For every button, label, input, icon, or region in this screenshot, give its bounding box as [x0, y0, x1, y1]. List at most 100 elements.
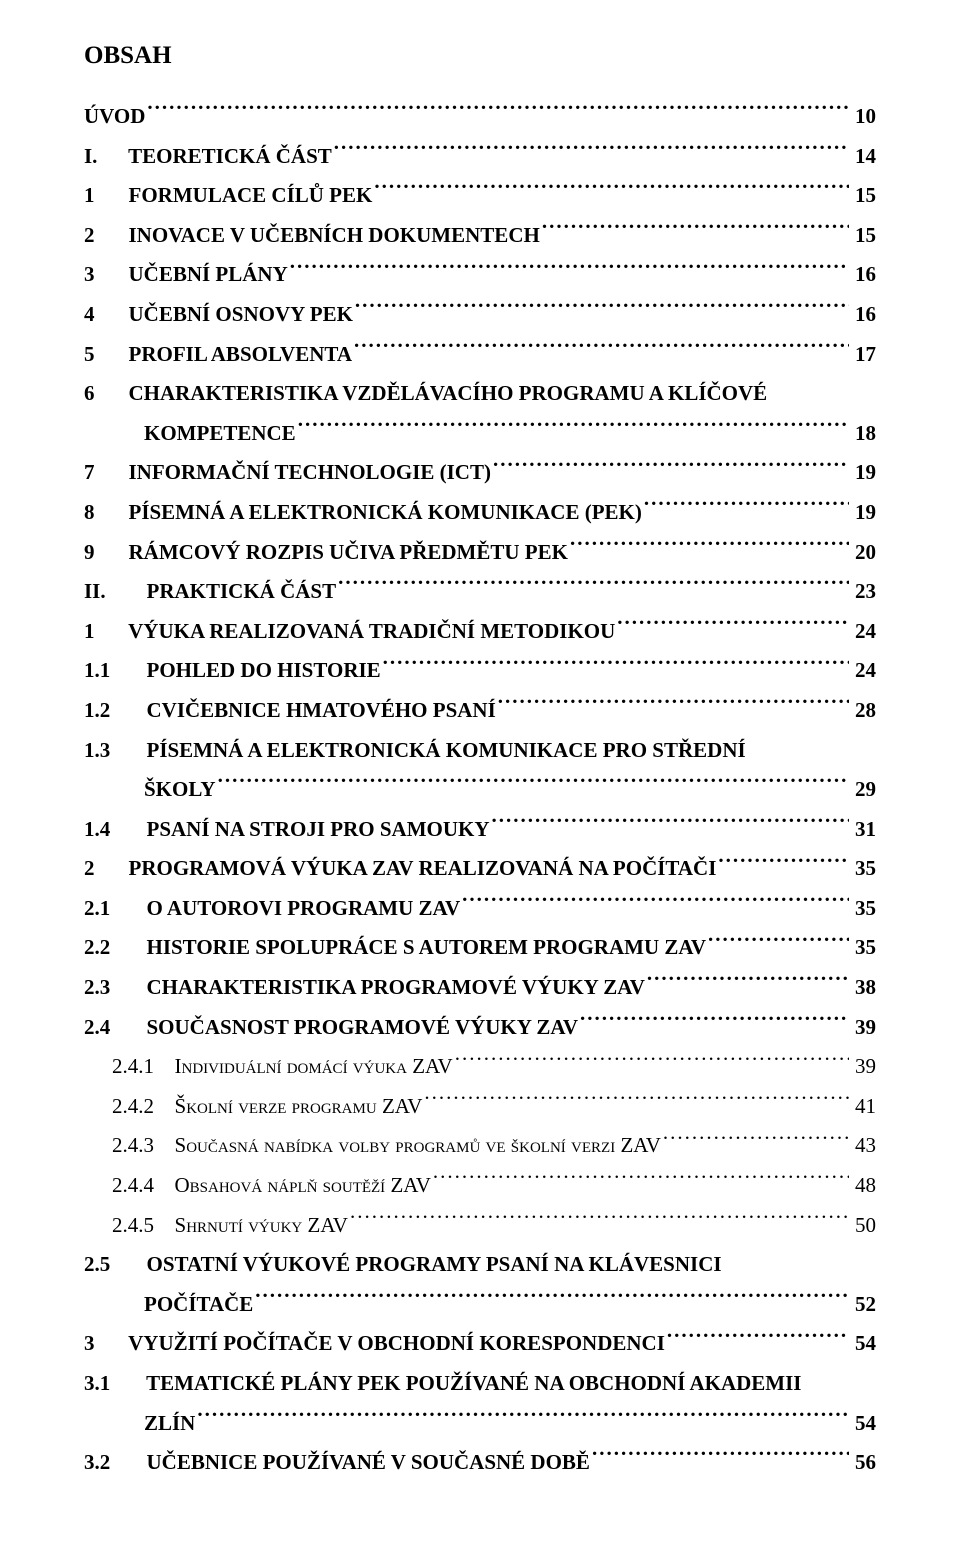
toc-page-number: 19 [851, 496, 876, 530]
toc-entry: ÚVOD10 [84, 100, 876, 134]
toc-entry: 2.4.5 SHRNUTÍ VÝUKY ZAV 50 [84, 1209, 876, 1243]
toc-entry-label: 2 PROGRAMOVÁ VÝUKA ZAV REALIZOVANÁ NA PO… [84, 852, 716, 886]
toc-leader [354, 340, 849, 361]
toc-leader [492, 815, 849, 836]
toc-entry: 1 VÝUKA REALIZOVANÁ TRADIČNÍ METODIKOU24 [84, 615, 876, 649]
toc-leader [290, 260, 849, 281]
toc-leader [350, 1211, 849, 1232]
toc-leader [708, 933, 849, 954]
toc-entry-cont-label: POČÍTAČE [84, 1288, 253, 1322]
toc-page-number: 35 [851, 892, 876, 926]
toc-page-number: 28 [851, 694, 876, 728]
toc-entry: 8 PÍSEMNÁ A ELEKTRONICKÁ KOMUNIKACE (PEK… [84, 496, 876, 530]
toc-heading: OBSAH [84, 36, 876, 76]
toc-entry-label: 2 INOVACE V UČEBNÍCH DOKUMENTECH [84, 219, 540, 253]
toc-page-number: 54 [851, 1327, 876, 1361]
toc-entry: 7 INFORMAČNÍ TECHNOLOGIE (ICT)19 [84, 456, 876, 490]
toc-leader [493, 458, 849, 479]
toc-entry-label: 1.4 PSANÍ NA STROJI PRO SAMOUKY [84, 813, 490, 847]
toc-entry-label: 3.2 UČEBNICE POUŽÍVANÉ V SOUČASNÉ DOBĚ [84, 1446, 590, 1480]
toc-leader [617, 617, 849, 638]
toc-leader [663, 1131, 849, 1152]
toc-entry: 3.1 TEMATICKÉ PLÁNY PEK POUŽÍVANÉ NA OBC… [84, 1367, 876, 1401]
toc-entry-label: 3 UČEBNÍ PLÁNY [84, 258, 288, 292]
toc-page-number: 54 [851, 1407, 876, 1441]
toc-entry-cont-label: KOMPETENCE [84, 417, 296, 451]
toc-page-number: 15 [851, 219, 876, 253]
toc-leader [462, 894, 849, 915]
toc-entry-label: 2.5 OSTATNÍ VÝUKOVÉ PROGRAMY PSANÍ NA KL… [84, 1248, 722, 1282]
toc-entry: 1.2 CVIČEBNICE HMATOVÉHO PSANÍ 28 [84, 694, 876, 728]
toc-leader [644, 498, 849, 519]
toc-entry-label: 2.3 CHARAKTERISTIKA PROGRAMOVÉ VÝUKY ZAV [84, 971, 645, 1005]
toc-entry-label: 1 VÝUKA REALIZOVANÁ TRADIČNÍ METODIKOU [84, 615, 615, 649]
toc-page-number: 20 [851, 536, 876, 570]
toc-leader [498, 696, 849, 717]
toc-entry-label: I. TEORETICKÁ ČÁST [84, 140, 332, 174]
toc-entry: 1 FORMULACE CÍLŮ PEK15 [84, 179, 876, 213]
toc-leader [374, 181, 849, 202]
toc-page-number: 39 [851, 1011, 876, 1045]
toc-entry-continuation: POČÍTAČE 52 [84, 1288, 876, 1322]
toc-page-number: 52 [851, 1288, 876, 1322]
toc-entry-label: 8 PÍSEMNÁ A ELEKTRONICKÁ KOMUNIKACE (PEK… [84, 496, 642, 530]
toc-entry: 2.4.2 ŠKOLNÍ VERZE PROGRAMU ZAV 41 [84, 1090, 876, 1124]
toc-leader [647, 973, 849, 994]
toc-leader [718, 854, 849, 875]
toc-page-number: 10 [851, 100, 876, 134]
toc-entry-label: II. PRAKTICKÁ ČÁST [84, 575, 336, 609]
toc-entry: 6 CHARAKTERISTIKA VZDĚLÁVACÍHO PROGRAMU … [84, 377, 876, 411]
toc-entry-label: 2.4 SOUČASNOST PROGRAMOVÉ VÝUKY ZAV [84, 1011, 578, 1045]
toc-entry-label: 2.1 O AUTOROVI PROGRAMU ZAV [84, 892, 460, 926]
toc-entry: 1.3 PÍSEMNÁ A ELEKTRONICKÁ KOMUNIKACE PR… [84, 734, 876, 768]
toc-list: ÚVOD10 I. TEORETICKÁ ČÁST 14 1 FORMULACE CÍ… [84, 100, 876, 1480]
toc-page-number: 48 [851, 1169, 876, 1203]
toc-entry-label: 6 CHARAKTERISTIKA VZDĚLÁVACÍHO PROGRAMU … [84, 377, 767, 411]
toc-entry: 3 UČEBNÍ PLÁNY 16 [84, 258, 876, 292]
toc-entry: 2 INOVACE V UČEBNÍCH DOKUMENTECH 15 [84, 219, 876, 253]
toc-entry-label: 9 RÁMCOVÝ ROZPIS UČIVA PŘEDMĚTU PEK [84, 536, 568, 570]
toc-entry: 1.4 PSANÍ NA STROJI PRO SAMOUKY 31 [84, 813, 876, 847]
toc-entry-label: 2.4.4 OBSAHOVÁ NÁPLŇ SOUTĚŽÍ ZAV [112, 1169, 431, 1203]
toc-entry-label: 2.2 HISTORIE SPOLUPRÁCE S AUTOREM PROGRA… [84, 931, 706, 965]
toc-entry-label: 2.4.2 ŠKOLNÍ VERZE PROGRAMU ZAV [112, 1090, 422, 1124]
toc-entry-continuation: ŠKOLY29 [84, 773, 876, 807]
toc-leader [355, 300, 849, 321]
toc-entry: 2.4.3 SOUČASNÁ NABÍDKA VOLBY PROGRAMŮ VE… [84, 1129, 876, 1163]
toc-entry: II. PRAKTICKÁ ČÁST 23 [84, 575, 876, 609]
toc-page-number: 29 [851, 773, 876, 807]
toc-leader [455, 1052, 849, 1073]
toc-entry: I. TEORETICKÁ ČÁST 14 [84, 140, 876, 174]
toc-entry: 2.4.1 INDIVIDUÁLNÍ DOMÁCÍ VÝUKA ZAV 39 [84, 1050, 876, 1084]
toc-entry-label: 1 FORMULACE CÍLŮ PEK [84, 179, 372, 213]
toc-page-number: 17 [851, 338, 876, 372]
toc-page-number: 31 [851, 813, 876, 847]
toc-leader [592, 1448, 849, 1469]
toc-entry: 2 PROGRAMOVÁ VÝUKA ZAV REALIZOVANÁ NA PO… [84, 852, 876, 886]
toc-page-number: 16 [851, 298, 876, 332]
toc-entry: 1.1 POHLED DO HISTORIE24 [84, 654, 876, 688]
toc-page-number: 16 [851, 258, 876, 292]
toc-page-number: 14 [851, 140, 876, 174]
toc-page-number: 19 [851, 456, 876, 490]
toc-leader [334, 142, 849, 163]
toc-entry-label: 2.4.5 SHRNUTÍ VÝUKY ZAV [112, 1209, 348, 1243]
toc-page-number: 35 [851, 852, 876, 886]
toc-page-number: 50 [851, 1209, 876, 1243]
toc-entry: 3.2 UČEBNICE POUŽÍVANÉ V SOUČASNÉ DOBĚ56 [84, 1446, 876, 1480]
toc-entry: 2.5 OSTATNÍ VÝUKOVÉ PROGRAMY PSANÍ NA KL… [84, 1248, 876, 1282]
toc-entry: 2.2 HISTORIE SPOLUPRÁCE S AUTOREM PROGRA… [84, 931, 876, 965]
toc-entry-continuation: ZLÍN 54 [84, 1407, 876, 1441]
toc-leader [433, 1171, 849, 1192]
toc-page-number: 41 [851, 1090, 876, 1124]
toc-entry-cont-label: ZLÍN [84, 1407, 195, 1441]
toc-page-number: 23 [851, 575, 876, 609]
toc-page-number: 39 [851, 1050, 876, 1084]
toc-entry: 9 RÁMCOVÝ ROZPIS UČIVA PŘEDMĚTU PEK 20 [84, 536, 876, 570]
toc-leader [338, 577, 849, 598]
toc-entry-label: 2.4.3 SOUČASNÁ NABÍDKA VOLBY PROGRAMŮ VE… [112, 1129, 661, 1163]
toc-entry-label: 2.4.1 INDIVIDUÁLNÍ DOMÁCÍ VÝUKA ZAV [112, 1050, 453, 1084]
toc-entry-label: 1.2 CVIČEBNICE HMATOVÉHO PSANÍ [84, 694, 496, 728]
toc-page-number: 43 [851, 1129, 876, 1163]
toc-entry: 2.1 O AUTOROVI PROGRAMU ZAV 35 [84, 892, 876, 926]
